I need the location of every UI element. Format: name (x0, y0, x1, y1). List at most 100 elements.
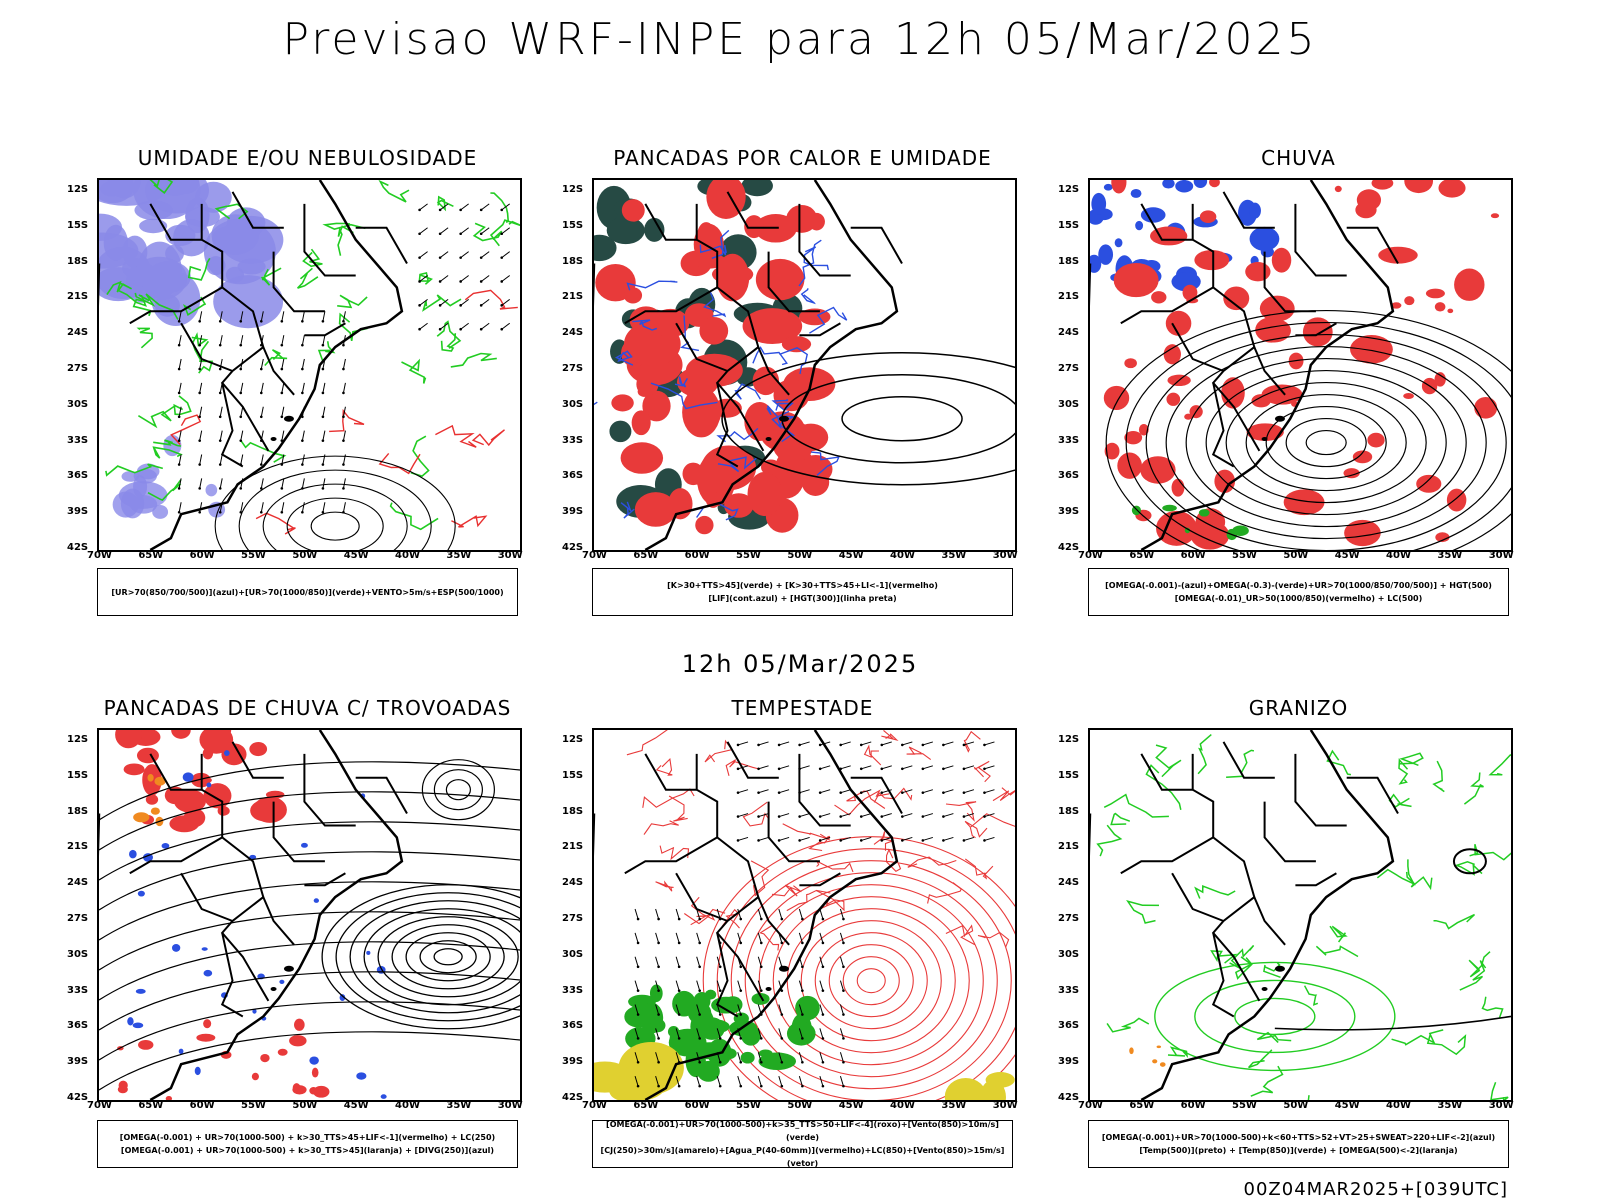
lon-label: 35W (446, 1100, 472, 1111)
lon-label: 30W (497, 1100, 523, 1111)
lat-label: 39S (1058, 506, 1080, 518)
lat-label: 33S (562, 434, 584, 446)
lon-label: 60W (189, 1100, 215, 1111)
lon-label: 30W (992, 550, 1018, 561)
lon-label: 40W (1386, 550, 1411, 561)
lon-label: 45W (838, 550, 864, 561)
lat-label: 15S (1058, 219, 1080, 231)
map-canvas (1090, 180, 1511, 550)
run-timestamp: 00Z04MAR2025+[039UTC] (1243, 1179, 1508, 1200)
lat-label: 36S (1058, 470, 1080, 482)
lat-label: 12S (562, 183, 584, 195)
lon-label: 55W (1232, 550, 1257, 561)
lat-label: 27S (562, 362, 584, 374)
lon-label: 40W (1386, 1100, 1411, 1111)
lat-label: 15S (562, 769, 584, 781)
lat-label: 24S (562, 877, 584, 889)
legend-box: [OMEGA(-0.001)+UR>70(1000-500)+k<60+TTS>… (1088, 1120, 1509, 1168)
lat-label: 15S (1058, 769, 1080, 781)
lon-label: 60W (1180, 550, 1206, 561)
lon-label: 30W (992, 1100, 1018, 1111)
lon-label: 55W (241, 550, 266, 561)
lat-label: 30S (1058, 948, 1080, 960)
weather-map (1088, 178, 1513, 552)
map-canvas (594, 730, 1015, 1100)
lat-label: 18S (562, 805, 584, 817)
lon-label: 50W (292, 550, 318, 561)
mid-title: 12h 05/Mar/2025 (681, 650, 919, 678)
weather-map (592, 728, 1017, 1102)
lat-label: 33S (1058, 434, 1080, 446)
lon-label: 70W (1078, 1100, 1103, 1111)
lon-label: 35W (1437, 550, 1463, 561)
lon-label: 60W (684, 1100, 710, 1111)
lat-label: 39S (562, 506, 584, 518)
weather-map (592, 178, 1017, 552)
lon-label: 70W (582, 1100, 607, 1111)
lat-label: 18S (562, 255, 584, 267)
lat-label: 18S (1058, 805, 1080, 817)
lon-label: 35W (1437, 1100, 1463, 1111)
lon-label: 45W (343, 1100, 369, 1111)
lat-label: 36S (67, 1020, 89, 1032)
legend-line: [CJ(250)>30m/s](amarelo)+[Agua_P(40-60mm… (600, 1146, 1005, 1168)
lat-label: 24S (1058, 327, 1080, 339)
lon-label: 70W (582, 550, 607, 561)
lon-label: 65W (633, 1100, 659, 1111)
lon-label: 40W (395, 1100, 420, 1111)
panel-title: TEMPESTADE (731, 696, 874, 720)
lat-label: 36S (562, 1020, 584, 1032)
map-canvas (594, 180, 1015, 550)
panel-title: GRANIZO (1248, 696, 1349, 720)
weather-map (97, 178, 522, 552)
lon-label: 30W (497, 550, 523, 561)
lat-label: 36S (67, 470, 89, 482)
lon-label: 55W (736, 1100, 761, 1111)
lat-label: 15S (67, 769, 89, 781)
lat-label: 30S (562, 398, 584, 410)
weather-map (97, 728, 522, 1102)
legend-box: [OMEGA(-0.001) + UR>70(1000-500) + k>30_… (97, 1120, 518, 1168)
lat-label: 42S (562, 542, 584, 553)
lat-label: 24S (67, 327, 89, 339)
page-title: Previsao WRF-INPE para 12h 05/Mar/2025 (282, 14, 1318, 65)
map-canvas (1090, 730, 1511, 1100)
lat-label: 18S (67, 255, 89, 267)
lon-label: 65W (633, 550, 659, 561)
lat-label: 39S (562, 1056, 584, 1068)
lon-label: 40W (890, 1100, 915, 1111)
lon-label: 70W (87, 550, 112, 561)
lat-label: 24S (67, 877, 89, 889)
lat-label: 15S (562, 219, 584, 231)
lon-label: 70W (87, 1100, 112, 1111)
legend-line: [OMEGA(-0.01)_UR>50(1000/850)(vermelho) … (1174, 594, 1423, 603)
lon-label: 70W (1078, 550, 1103, 561)
lon-label: 65W (1129, 550, 1155, 561)
panel-title: PANCADAS DE CHUVA C/ TROVOADAS (103, 696, 512, 720)
map-canvas (99, 180, 520, 550)
lon-label: 35W (446, 550, 472, 561)
lat-label: 39S (67, 1056, 89, 1068)
lon-label: 45W (1334, 550, 1360, 561)
legend-line: [Temp(500)](preto) + [Temp(850)](verde) … (1139, 1146, 1458, 1155)
lon-label: 60W (189, 550, 215, 561)
lon-label: 45W (838, 1100, 864, 1111)
legend-line: [OMEGA(-0.001) + UR>70(1000-500) + k>30_… (120, 1146, 495, 1155)
panel-title: UMIDADE E/OU NEBULOSIDADE (137, 146, 478, 170)
legend-line: [UR>70(850/700/500)](azul)+[UR>70(1000/8… (111, 587, 504, 597)
lat-label: 27S (562, 912, 584, 924)
lon-label: 45W (343, 550, 369, 561)
lon-label: 55W (241, 1100, 266, 1111)
legend-line: [OMEGA(-0.001)+UR>70(1000-500)+k>35_TTS>… (606, 1120, 999, 1142)
lat-label: 42S (1058, 1092, 1080, 1103)
legend-line: [OMEGA(-0.001)-(azul)+OMEGA(-0.3)-(verde… (1105, 581, 1492, 590)
lat-label: 12S (562, 733, 584, 745)
lat-label: 12S (1058, 183, 1080, 195)
lat-label: 27S (1058, 362, 1080, 374)
lat-label: 42S (1058, 542, 1080, 553)
lat-label: 39S (67, 506, 89, 518)
lat-label: 36S (1058, 1020, 1080, 1032)
lat-label: 42S (562, 1092, 584, 1103)
lon-label: 35W (941, 1100, 967, 1111)
legend-box: [UR>70(850/700/500)](azul)+[UR>70(1000/8… (97, 568, 518, 616)
